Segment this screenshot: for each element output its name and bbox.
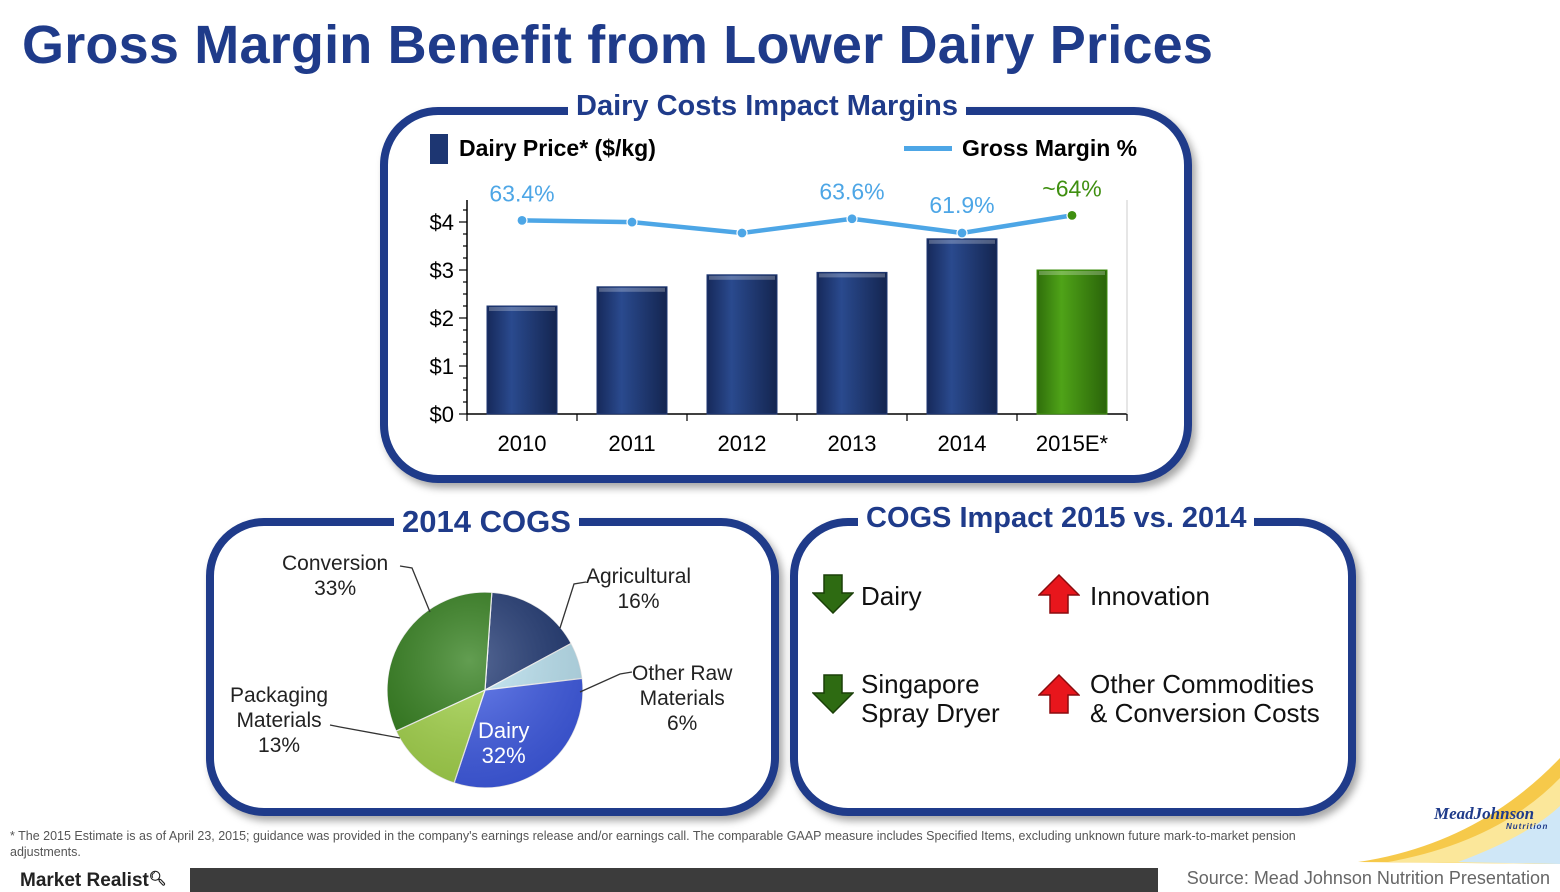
- gross-margin-point: [626, 216, 638, 228]
- gross-margin-label: 63.6%: [819, 179, 884, 205]
- y-tick-label: $4: [430, 210, 454, 235]
- bar-highlight: [709, 275, 775, 280]
- bar-highlight: [819, 273, 885, 278]
- legend-line-swatch: [904, 146, 952, 151]
- y-tick-label: $2: [430, 306, 454, 331]
- x-tick-label: 2012: [718, 431, 767, 456]
- gross-margin-point: [736, 227, 748, 239]
- other-commodities-up-arrow-icon: [1038, 674, 1080, 714]
- impact-label-other-commodities: Other Commodities & Conversion Costs: [1090, 669, 1320, 728]
- bar-highlight: [929, 239, 995, 244]
- x-tick-label: 2013: [828, 431, 877, 456]
- pie-shading: [387, 592, 583, 788]
- impact-label-dairy: Dairy: [861, 581, 922, 611]
- x-tick-label: 2011: [608, 431, 655, 456]
- gross-margin-label: 63.4%: [489, 180, 554, 206]
- market-realist-brand: Market Realist🔍︎: [20, 870, 167, 891]
- legend-bar-swatch: [430, 134, 448, 164]
- source-note: Source: Mead Johnson Nutrition Presentat…: [1186, 868, 1550, 888]
- innovation-up-arrow-icon: [1038, 574, 1080, 614]
- y-tick-label: $1: [430, 354, 454, 379]
- magnifier-icon: 🔍︎: [148, 870, 167, 886]
- gross-margin-point: [1066, 209, 1078, 221]
- bar-2015e: [1036, 269, 1108, 415]
- x-tick-label: 2010: [498, 431, 547, 456]
- leader-packaging: [329, 724, 401, 739]
- gross-margin-line: [521, 213, 1073, 236]
- logo-wordmark: MeadJohnson: [1434, 804, 1535, 823]
- footer-bar: [190, 868, 1158, 892]
- bar-highlight: [599, 287, 665, 292]
- leader-conversion: [399, 565, 431, 613]
- pie-label-dairy: Dairy 32%: [478, 718, 530, 768]
- dairy-costs-panel-title: Dairy Costs Impact Margins: [568, 90, 966, 123]
- page-title: Gross Margin Benefit from Lower Dairy Pr…: [22, 15, 1214, 75]
- gross-margin-label: 61.9%: [929, 192, 994, 218]
- pie-label-packaging: Packaging Materials 13%: [230, 684, 329, 757]
- bar-highlight: [1039, 271, 1105, 275]
- pie-label-agricultural: Agricultural 16%: [586, 565, 692, 613]
- impact-label-innovation: Innovation: [1090, 581, 1210, 611]
- mead-johnson-logo: [1358, 758, 1560, 864]
- cogs-impact-panel: [790, 518, 1356, 816]
- gross-margin-point: [956, 227, 968, 239]
- gross-margin-point: [846, 213, 858, 225]
- legend-line-label: Gross Margin %: [962, 135, 1138, 161]
- singapore-down-arrow-icon: [812, 674, 854, 714]
- pie-label-other-raw: Other Raw Materials 6%: [632, 662, 733, 735]
- leader-other-raw: [579, 671, 633, 693]
- gross-margin-point: [516, 214, 528, 226]
- x-tick-label: 2015E*: [1036, 431, 1109, 456]
- y-tick-label: $0: [430, 402, 454, 427]
- bar-2012: [706, 274, 778, 415]
- x-tick-label: 2014: [938, 431, 987, 456]
- dairy-down-arrow-icon: [812, 574, 854, 614]
- pie-label-conversion: Conversion 33%: [282, 552, 389, 600]
- bar-2013: [816, 271, 888, 415]
- bar-2011: [596, 286, 668, 415]
- cogs-impact-panel-title: COGS Impact 2015 vs. 2014: [858, 502, 1255, 535]
- footnote: * The 2015 Estimate is as of April 23, 2…: [10, 829, 1296, 859]
- gross-margin-label: ~64%: [1042, 175, 1101, 201]
- bar-2014: [926, 238, 998, 415]
- y-tick-label: $3: [430, 258, 454, 283]
- logo-subtext: Nutrition: [1506, 822, 1549, 831]
- bar-2010: [486, 305, 558, 415]
- legend-bar-label: Dairy Price* ($/kg): [459, 135, 656, 161]
- bar-highlight: [489, 307, 555, 311]
- impact-label-singapore: Singapore Spray Dryer: [861, 669, 1000, 728]
- cogs-2014-panel-title: 2014 COGS: [394, 504, 579, 540]
- leader-agricultural: [559, 581, 587, 629]
